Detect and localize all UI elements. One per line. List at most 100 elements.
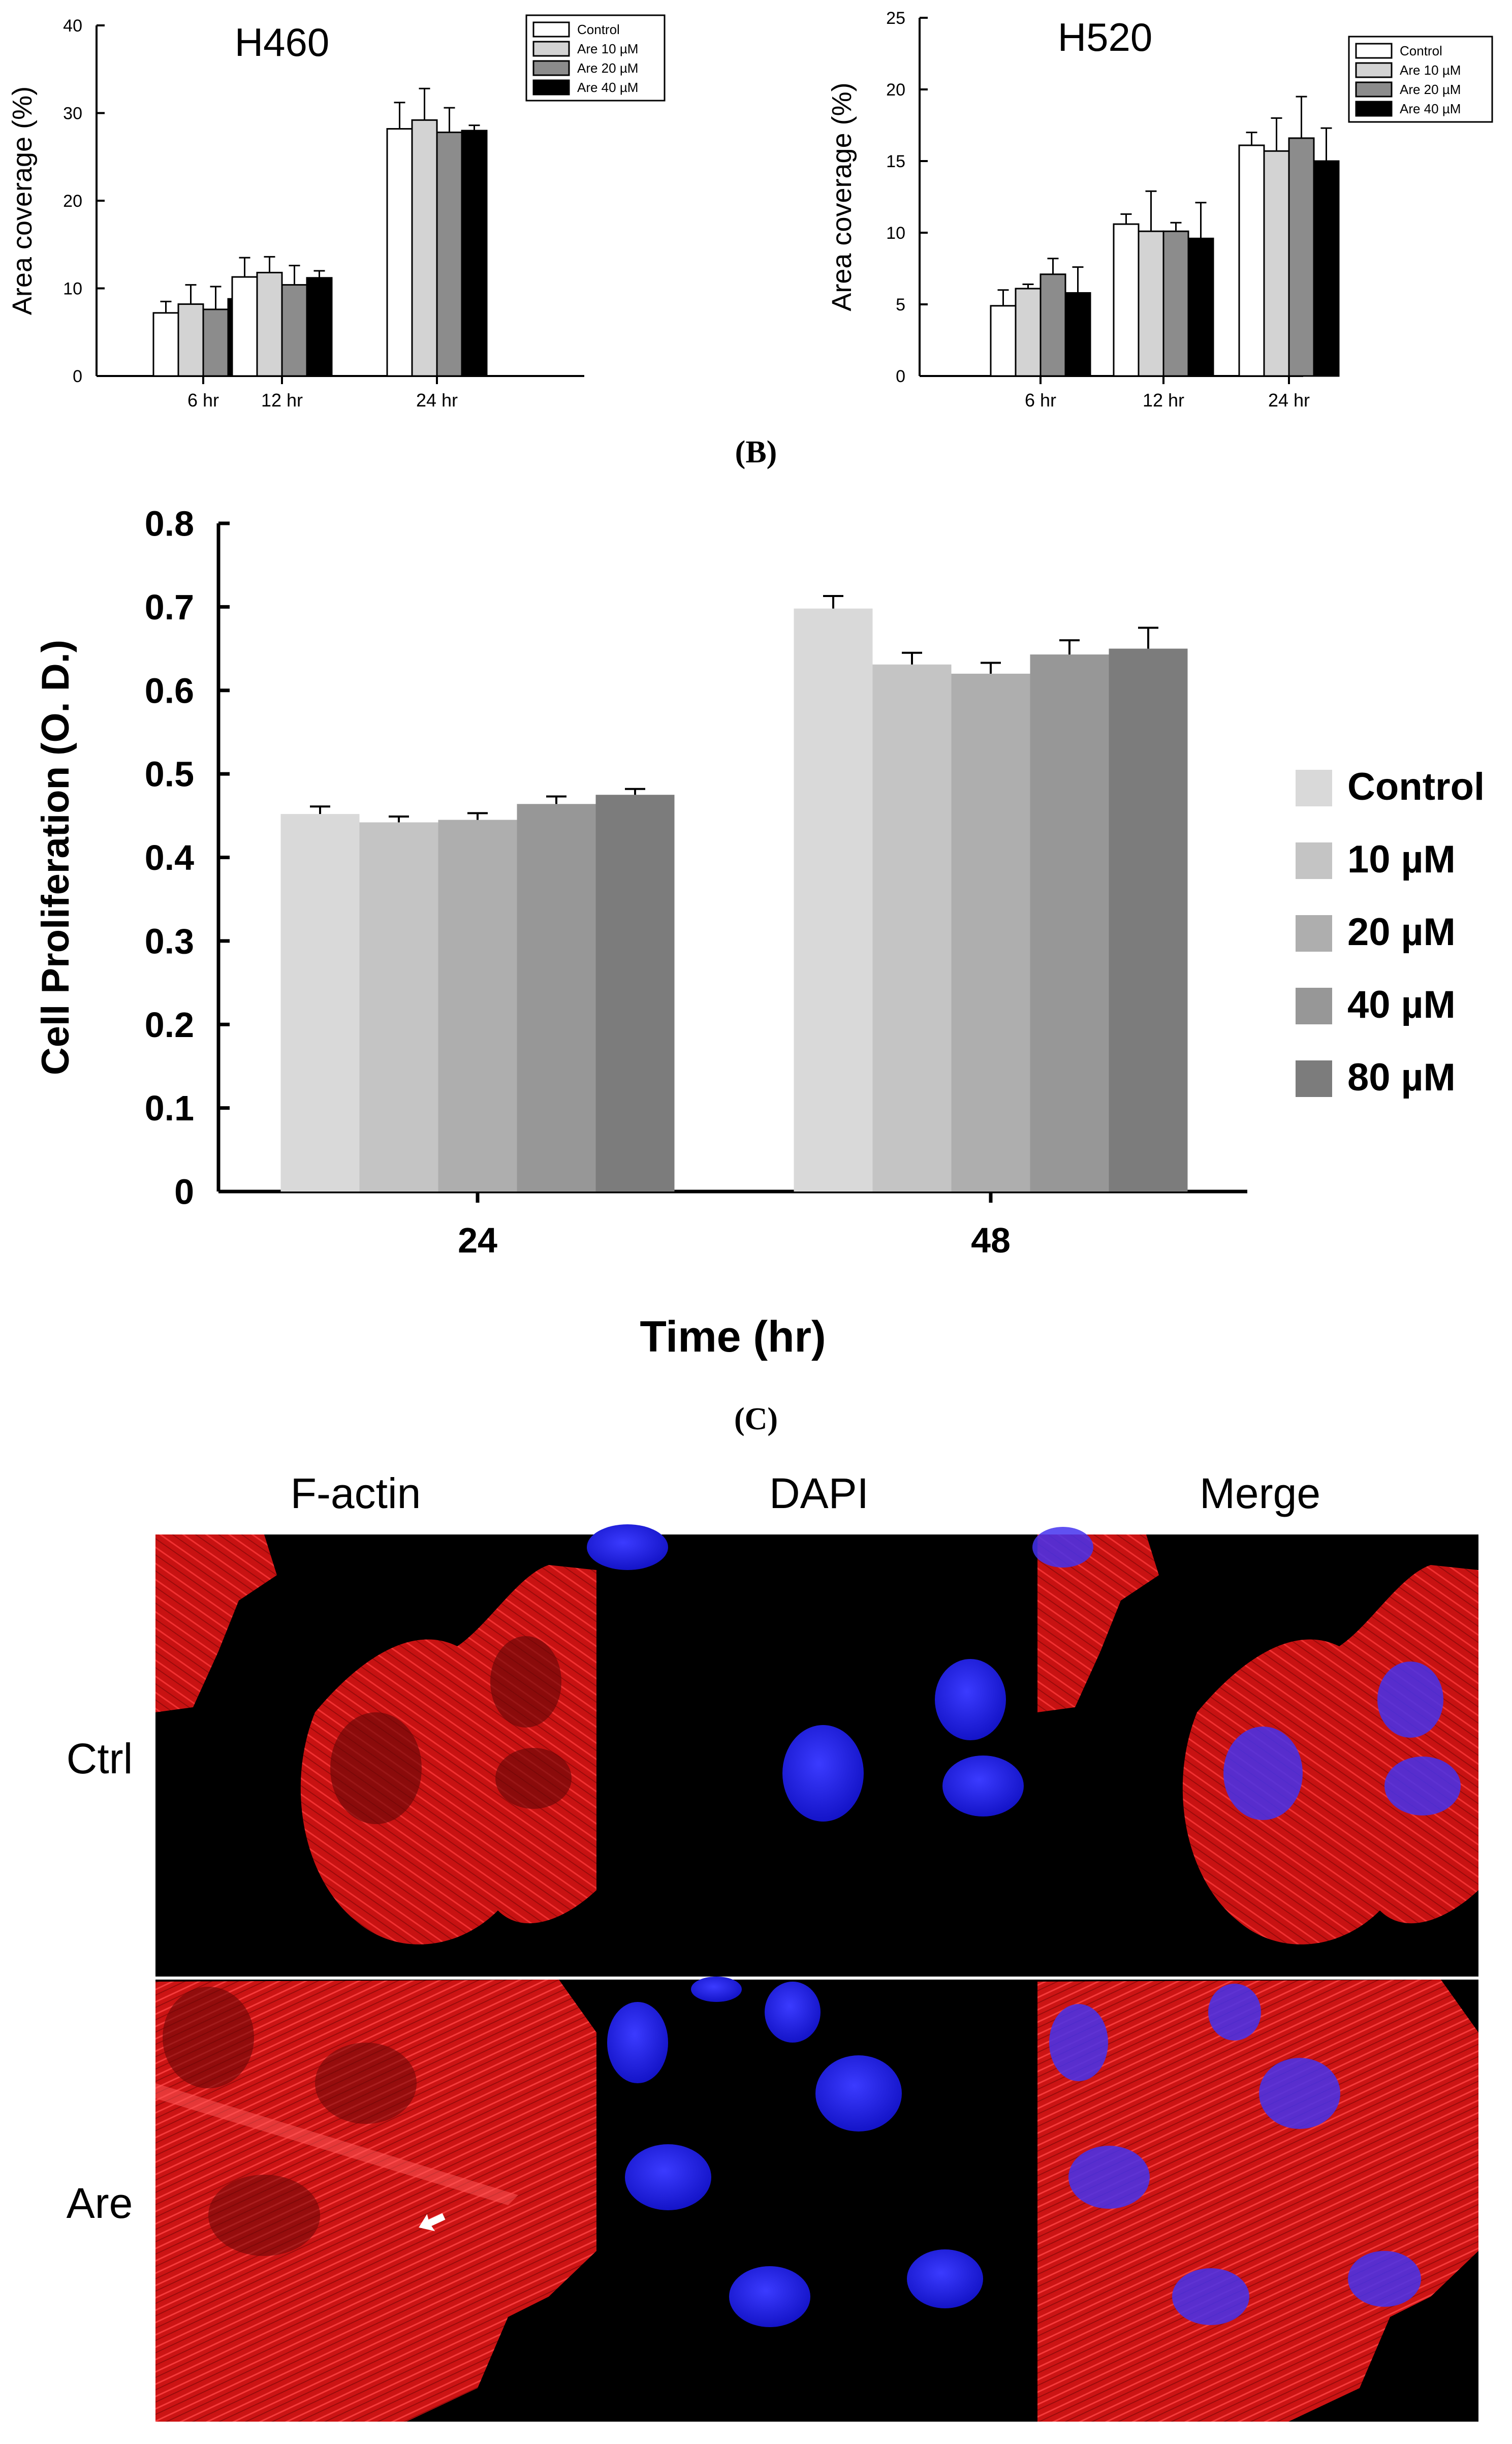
bar <box>872 664 952 1192</box>
y-tick-label: 0.4 <box>145 838 194 878</box>
bar <box>306 277 333 377</box>
legend-swatch <box>532 79 570 96</box>
bar <box>951 673 1030 1192</box>
bar <box>1113 223 1140 377</box>
x-axis-label: Time (hr) <box>640 1312 826 1361</box>
y-tick-label: 0.5 <box>145 755 194 794</box>
column-label-dapi: DAPI <box>769 1469 869 1517</box>
bar <box>794 608 873 1192</box>
bar <box>1187 237 1214 377</box>
legend-label: Are 40 µM <box>1400 101 1461 116</box>
image-ctrl-factin <box>155 1534 596 1977</box>
legend-swatch <box>532 41 570 57</box>
bar <box>152 312 179 377</box>
legend-label: Control <box>1400 43 1442 58</box>
legend-label: Are 20 µM <box>577 60 638 76</box>
bar <box>1288 137 1315 377</box>
bar <box>411 119 438 377</box>
legend: Control 10 µM 20 µM 40 µM 80 µM <box>1296 765 1485 1099</box>
y-tick-label: 15 <box>886 152 905 171</box>
y-tick-label: 10 <box>886 224 905 243</box>
legend-label: Are 40 µM <box>577 80 638 95</box>
y-tick-label: 20 <box>886 80 905 100</box>
panel-label-b: (B) <box>735 435 777 469</box>
bar <box>1015 288 1042 377</box>
legend-label: Are 20 µM <box>1400 82 1461 97</box>
y-tick-label: 10 <box>63 279 82 298</box>
x-tick-label: 6 hr <box>187 390 219 411</box>
legend: Control Are 10 µM Are 20 µM Are 40 µM <box>1348 36 1493 123</box>
bar <box>595 795 675 1192</box>
column-label-factin: F-actin <box>291 1469 421 1517</box>
h460-chart: 0 10 20 30 40 6 hr 12 hr 24 hr H460 Area coverage… <box>7 14 666 411</box>
y-axis-label: Area coverage (%) <box>7 86 38 315</box>
legend-label: 10 µM <box>1347 838 1456 881</box>
legend-swatch <box>1296 988 1332 1024</box>
legend-label: Control <box>1347 765 1485 808</box>
legend-label: 80 µM <box>1347 1056 1456 1099</box>
legend-swatch <box>1296 1060 1332 1097</box>
bar <box>1263 150 1290 377</box>
legend-swatch <box>1296 842 1332 879</box>
y-tick-label: 5 <box>896 295 905 315</box>
bar <box>256 271 283 377</box>
x-tick-label: 24 <box>458 1220 497 1260</box>
bar <box>280 814 360 1192</box>
legend-label: Are 10 µM <box>1400 62 1461 78</box>
legend-label: 40 µM <box>1347 983 1456 1026</box>
bar <box>1138 230 1164 377</box>
microscopy-panel: F-actin DAPI Merge Ctrl Are <box>67 1469 1478 2422</box>
legend-swatch <box>532 60 570 76</box>
bar <box>438 820 517 1192</box>
x-tick-label: 6 hr <box>1025 390 1056 411</box>
bar <box>990 305 1017 377</box>
legend-swatch <box>1355 81 1393 98</box>
bar <box>1109 648 1188 1192</box>
image-are-merge <box>1037 1980 1478 2422</box>
legend-label: 20 µM <box>1347 911 1456 954</box>
x-tick-label: 24 hr <box>1268 390 1310 411</box>
bar <box>359 822 438 1192</box>
y-tick-label: 0.1 <box>145 1088 194 1128</box>
bar <box>1313 160 1340 377</box>
bar <box>177 303 204 377</box>
y-axis-label: Area coverage (%) <box>827 82 857 311</box>
y-tick-label: 0 <box>896 367 905 386</box>
chart-title: H460 <box>235 20 329 65</box>
h520-chart: 0 5 10 15 20 25 6 hr 12 hr 24 hr H520 Area coverag… <box>827 9 1493 411</box>
bar <box>202 308 229 377</box>
y-tick-label: 0.6 <box>145 671 194 710</box>
y-tick-label: 25 <box>886 9 905 28</box>
image-ctrl-dapi <box>587 1524 1037 1977</box>
legend-swatch <box>1355 43 1393 59</box>
x-tick-label: 48 <box>971 1220 1011 1260</box>
x-tick-label: 12 hr <box>1143 390 1184 411</box>
legend-label: Control <box>577 22 620 37</box>
bar <box>231 276 258 377</box>
chart-title: H520 <box>1058 15 1152 59</box>
x-tick-label: 24 hr <box>416 390 458 411</box>
bar <box>1162 230 1189 377</box>
bar <box>1030 654 1109 1192</box>
image-are-dapi <box>596 1977 1037 2422</box>
y-tick-label: 20 <box>63 192 82 211</box>
x-tick-label: 12 hr <box>261 390 303 411</box>
image-ctrl-merge <box>1032 1527 1478 1977</box>
y-tick-label: 0.8 <box>145 504 194 544</box>
legend-swatch <box>1296 915 1332 952</box>
panel-label-c: (C) <box>734 1402 778 1436</box>
legend-swatch <box>1355 62 1393 78</box>
bar <box>436 131 463 377</box>
y-tick-label: 0.7 <box>145 587 194 627</box>
y-tick-label: 30 <box>63 104 82 123</box>
y-tick-label: 0 <box>174 1172 194 1212</box>
y-tick-label: 40 <box>63 16 82 36</box>
row-label-ctrl: Ctrl <box>67 1735 133 1782</box>
bar <box>517 804 596 1192</box>
legend-label: Are 10 µM <box>577 41 638 56</box>
bar <box>1040 273 1066 377</box>
y-axis-label: Cell Proliferation (O. D.) <box>34 640 77 1075</box>
bar <box>461 130 488 377</box>
legend: Control Are 10 µM Are 20 µM Are 40 µM <box>525 14 666 102</box>
